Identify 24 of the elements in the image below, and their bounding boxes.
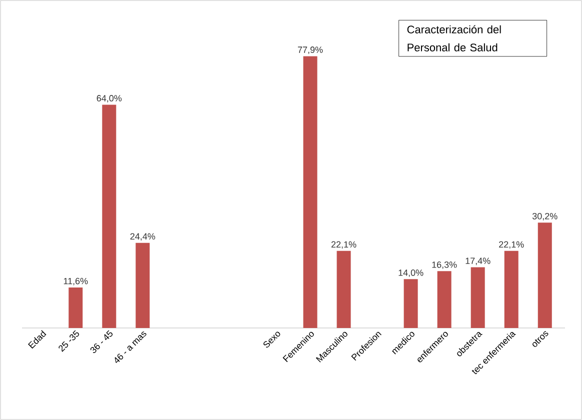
- data-label: 14,0%: [398, 270, 424, 277]
- x-tick-label: 25 -35: [58, 330, 80, 352]
- bar: [68, 288, 83, 328]
- data-label: 16,3%: [432, 261, 457, 269]
- bar: [404, 279, 418, 328]
- bar: [102, 104, 116, 328]
- data-label: 64,0%: [96, 95, 122, 102]
- bar: [437, 271, 452, 328]
- data-label: 24,4%: [130, 233, 156, 241]
- data-label: 11,6%: [64, 278, 88, 286]
- data-label: 77,9%: [298, 46, 323, 54]
- bar: [538, 222, 552, 328]
- x-tick-label: 46 - a mas: [114, 332, 146, 364]
- bar: [470, 267, 485, 328]
- data-label: 17,4%: [466, 258, 490, 266]
- bar: [136, 242, 150, 328]
- data-label: 22,1%: [331, 241, 356, 249]
- bar: [504, 250, 518, 328]
- bar: [303, 56, 318, 328]
- data-label: 30,2%: [532, 212, 558, 220]
- chart-title: Caracterización del Personal de Salud: [407, 25, 501, 52]
- x-tick-label: 36 - 45: [90, 330, 113, 353]
- data-label: 22,1%: [499, 241, 524, 249]
- bar: [336, 250, 351, 328]
